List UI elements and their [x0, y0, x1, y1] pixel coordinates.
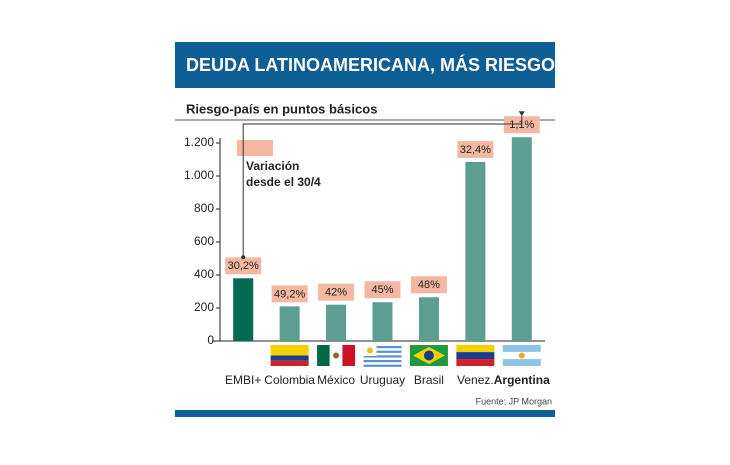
- variation-badge: [364, 281, 401, 299]
- flag-stripe: [363, 350, 402, 353]
- flag-stripe: [317, 345, 330, 366]
- flag-stripe: [502, 345, 541, 352]
- flag-stripe: [502, 359, 541, 366]
- variation-label: 32,4%: [460, 144, 491, 156]
- flag-stripe: [270, 360, 309, 366]
- x-tick-label: Colombia: [264, 373, 315, 387]
- x-tick-label: Argentina: [494, 373, 550, 387]
- variation-badge: [271, 285, 308, 303]
- legend-text: Variación desde el 30/4: [246, 159, 321, 189]
- connector-arrow: [518, 111, 525, 117]
- variation-label: 49,2%: [274, 288, 305, 300]
- flag-stripe: [456, 345, 495, 353]
- y-tick-label: 1.000: [184, 168, 214, 182]
- connector: [242, 116, 523, 258]
- flag-stripe: [363, 346, 402, 349]
- flag-sun: [367, 347, 373, 354]
- x-tick-label: Venez.: [457, 373, 494, 387]
- footer-bar: [175, 410, 555, 417]
- title-bar: [175, 42, 555, 88]
- variation-badge: [503, 116, 540, 134]
- x-tick-label: México: [317, 373, 355, 387]
- bar: [465, 161, 486, 341]
- y-tick-label: 0: [207, 333, 214, 347]
- legend-swatch: [237, 140, 273, 156]
- flag-stripe: [456, 352, 495, 360]
- variation-label: 30,2%: [228, 260, 259, 272]
- bar: [279, 306, 300, 341]
- x-tick-label: EMBI+: [225, 373, 261, 387]
- y-tick-label: 400: [194, 267, 214, 281]
- y-tick-label: 1.200: [184, 135, 214, 149]
- variation-label: 45%: [371, 284, 393, 296]
- variation-badge: [225, 257, 262, 275]
- bar: [326, 304, 347, 341]
- y-tick-label: 600: [194, 234, 214, 248]
- y-tick-label: 800: [194, 201, 214, 215]
- flag-stripe: [270, 345, 309, 356]
- flag-globe: [423, 350, 434, 361]
- bar: [372, 302, 393, 341]
- variation-label: 42%: [325, 287, 347, 299]
- flag-stripe: [363, 360, 402, 363]
- variation-badge: [457, 140, 494, 158]
- chart-title: DEUDA LATINOAMERICANA, MÁS RIESGOSA: [186, 54, 580, 75]
- bar: [233, 278, 254, 341]
- flag-stripe: [270, 355, 309, 361]
- chart-subtitle: Riesgo-país en puntos básicos: [186, 101, 377, 116]
- bar: [511, 137, 532, 341]
- bar: [418, 297, 439, 341]
- variation-label: 1,1%: [509, 119, 534, 131]
- legend: Variación desde el 30/4: [246, 159, 321, 189]
- flag-emblem: [333, 352, 340, 359]
- variation-label: 48%: [418, 279, 440, 291]
- flag-stripe: [456, 359, 495, 366]
- variation-badge: [410, 276, 447, 294]
- variation-badge: [318, 283, 355, 301]
- flag-stripe: [342, 345, 356, 366]
- flag-sun: [518, 352, 525, 359]
- connector-dot: [241, 255, 246, 260]
- flag-stripe: [363, 364, 402, 367]
- flag-stripe: [363, 355, 402, 358]
- x-tick-label: Brasil: [414, 373, 444, 387]
- source: Fuente: JP Morgan: [476, 396, 552, 406]
- y-tick-label: 200: [194, 300, 214, 314]
- x-tick-label: Uruguay: [360, 373, 405, 387]
